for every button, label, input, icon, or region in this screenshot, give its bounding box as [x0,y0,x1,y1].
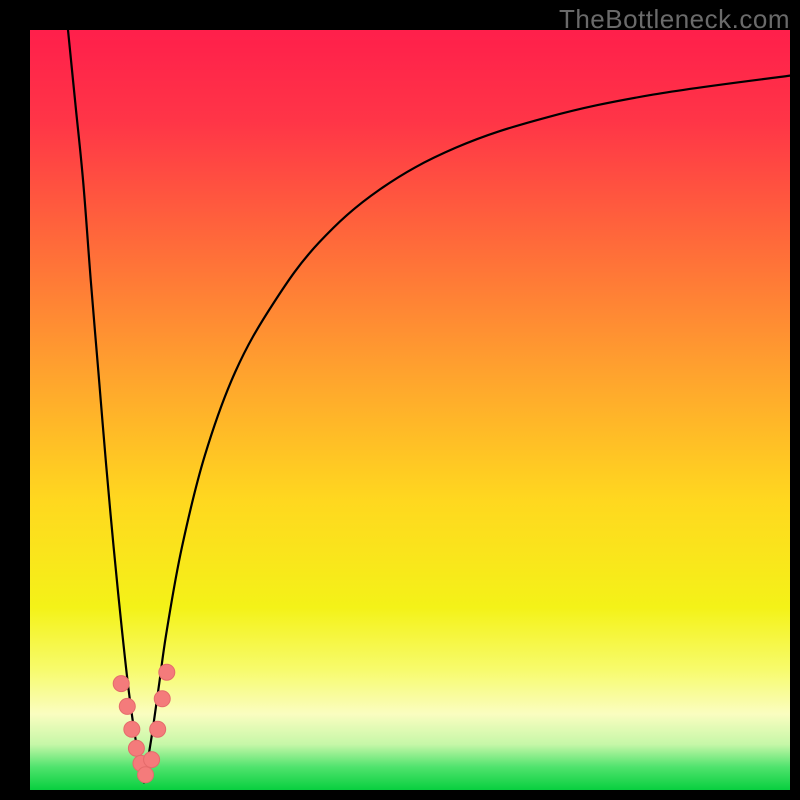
plot-background [30,30,790,790]
marker-point [119,698,135,714]
marker-point [138,767,154,783]
marker-point [159,664,175,680]
marker-point [150,721,166,737]
marker-point [128,740,144,756]
marker-point [144,752,160,768]
marker-point [154,691,170,707]
marker-point [124,721,140,737]
marker-point [113,676,129,692]
plot-svg [30,30,790,790]
plot-area [30,30,790,790]
watermark-text: TheBottleneck.com [559,4,790,35]
chart-frame: TheBottleneck.com [0,0,800,800]
